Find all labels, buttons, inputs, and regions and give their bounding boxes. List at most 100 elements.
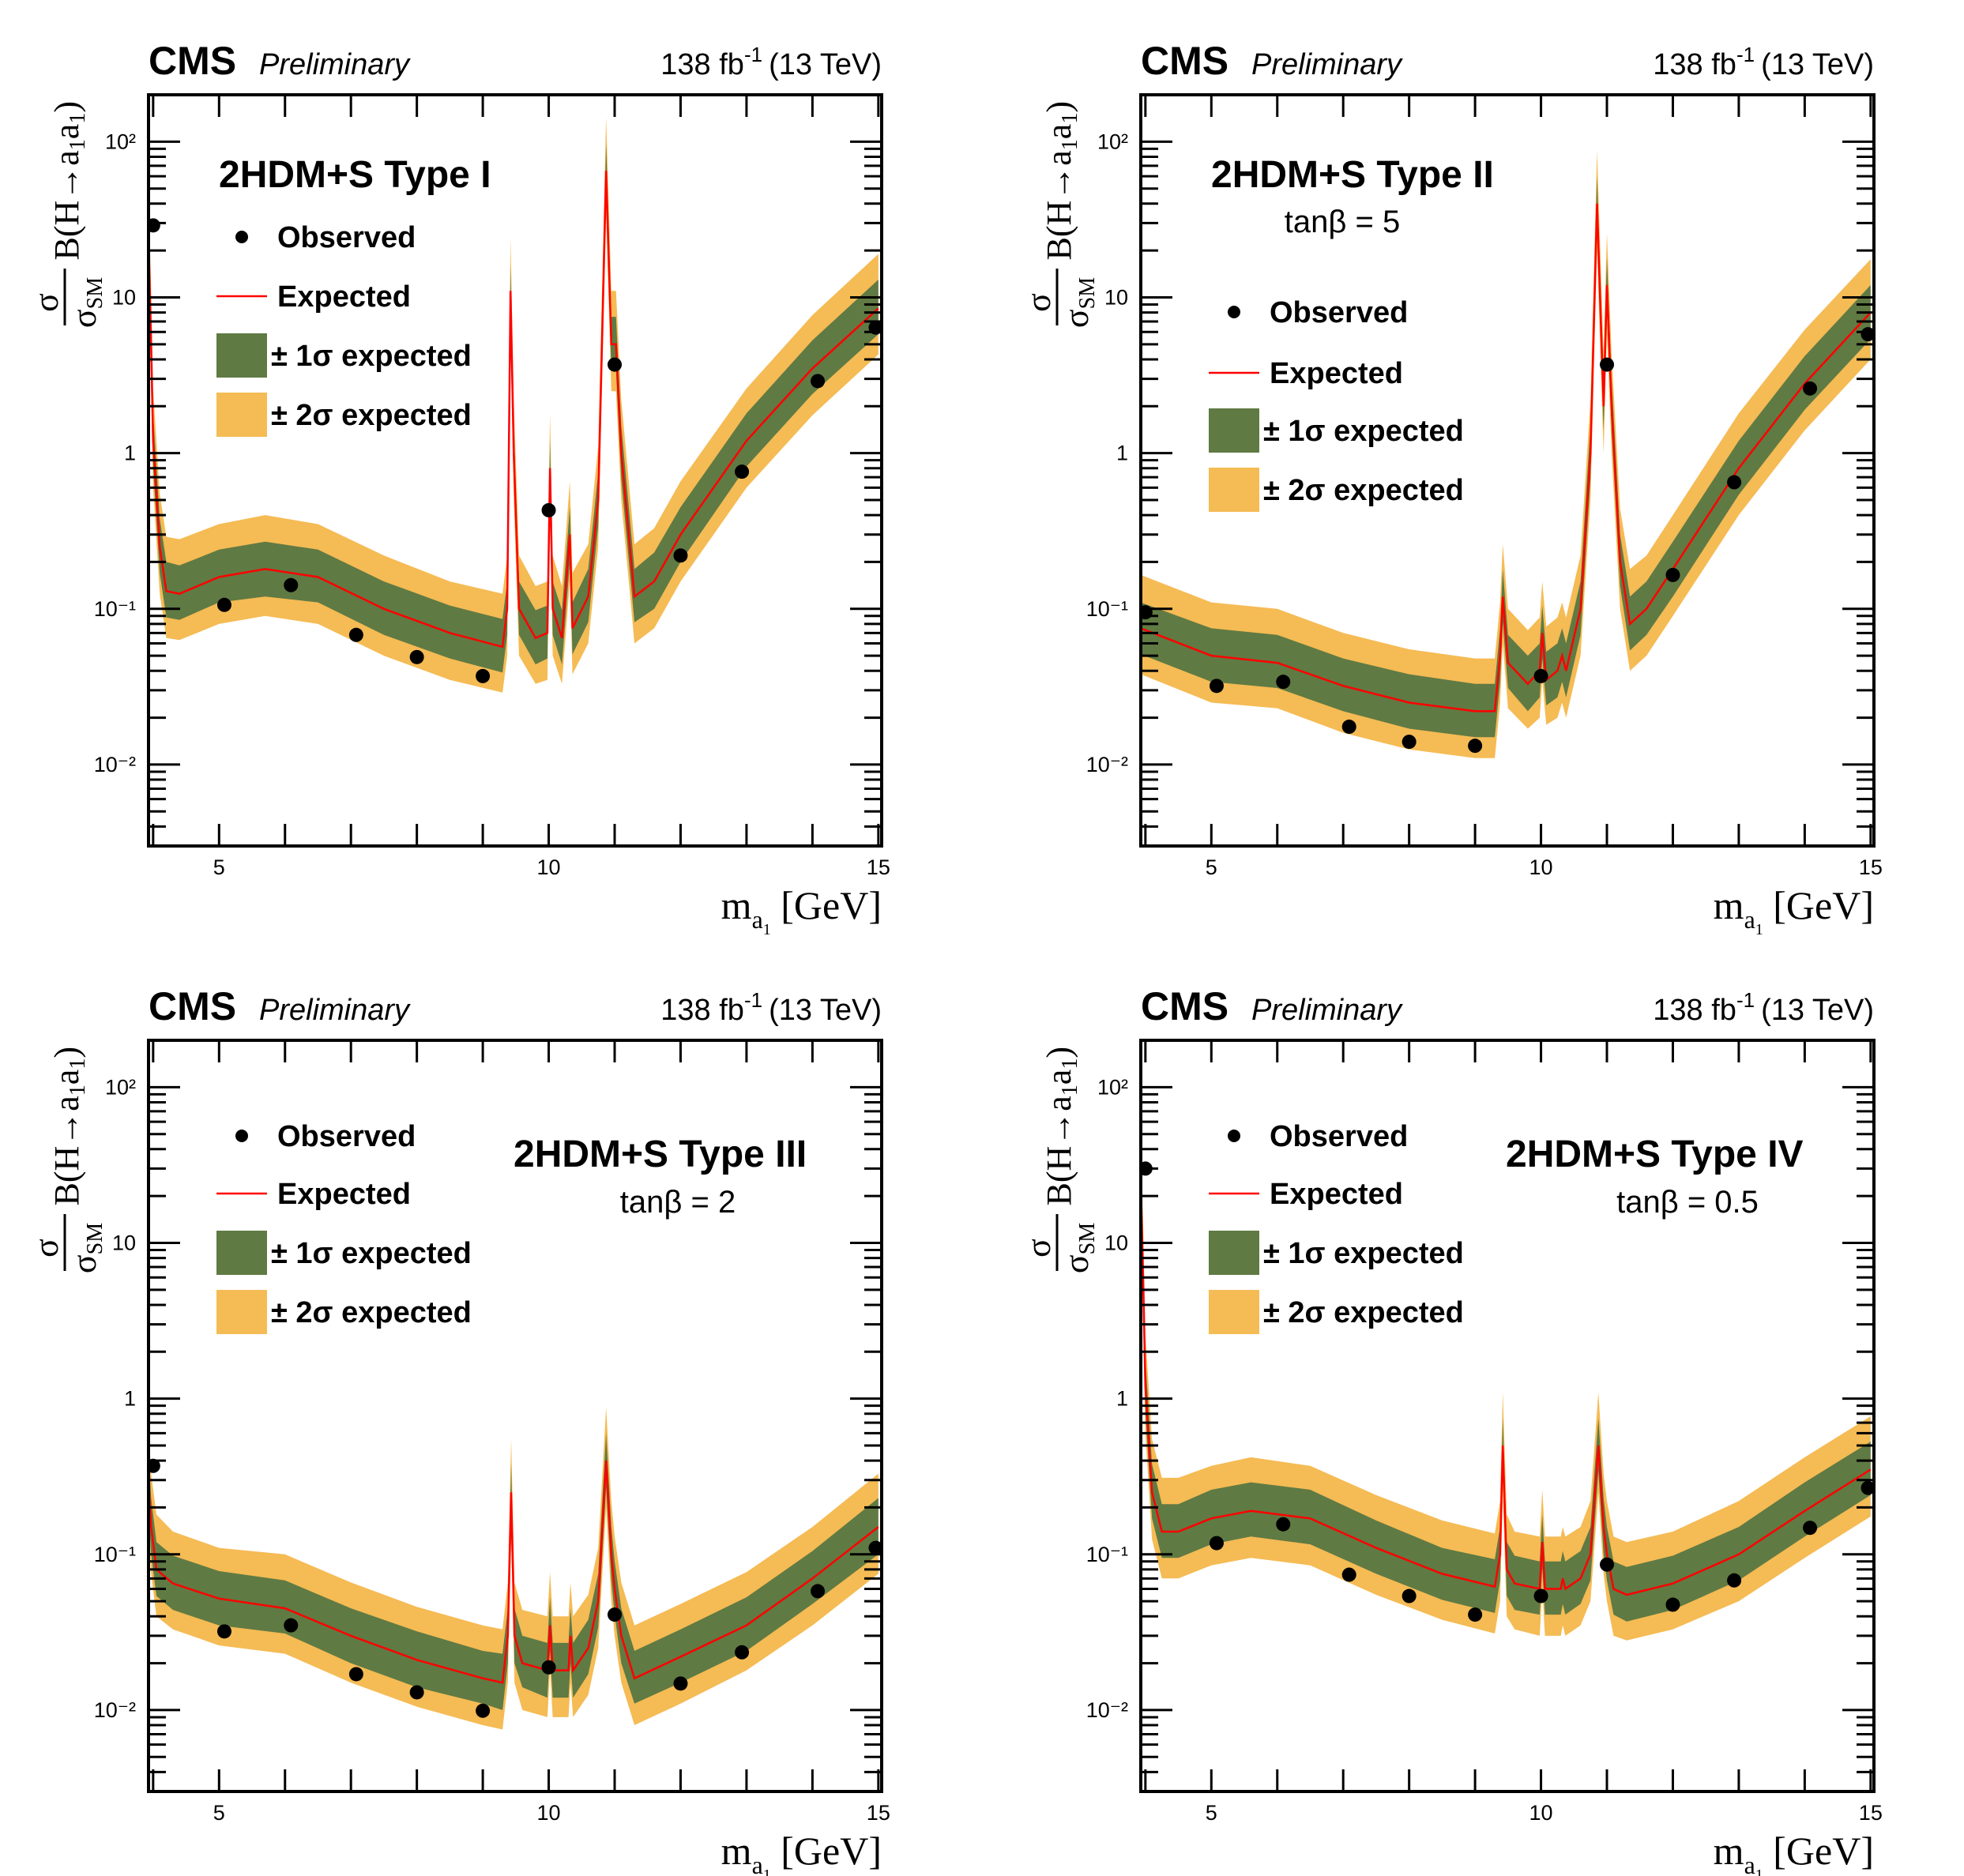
legend-1sigma-label: ± 1σ expected [1263,1237,1464,1270]
x-tick-label: 15 [867,855,890,879]
observed-point [1276,1517,1291,1532]
legend-2sigma-swatch [216,1290,267,1334]
y-label-part: a [47,1070,86,1085]
x-tick-label: 5 [1206,855,1217,879]
x-label-main: m [721,883,752,927]
y-label-denominator: σSM [1057,277,1100,328]
x-axis-label: ma1 [GeV] [721,883,882,938]
legend-2sigma-label: ± 2σ expected [1263,474,1464,507]
observed-point [1402,1588,1417,1603]
band-1sigma [1141,176,1871,738]
y-label-text: B(H→a1a1) [1040,101,1082,261]
lumi-unit-superscript: -1 [744,43,762,66]
y-tick-label: 10² [1097,130,1128,153]
observed-point [284,1618,299,1633]
expected-line [1141,1180,1872,1596]
observed-point [1665,1597,1680,1612]
observed-point [1600,1557,1615,1572]
observed-point [1341,720,1356,735]
x-axis-label: ma1 [GeV] [721,1829,882,1876]
y-label-part: ) [1040,1047,1078,1058]
y-label-denominator: σSM [65,1223,107,1273]
y-label-den-sub: SM [83,1223,107,1255]
legend-1sigma-label: ± 1σ expected [271,1237,472,1270]
luminosity-label: 138 fb-1 (13 TeV) [660,43,882,81]
observed-point [284,577,299,592]
x-tick-label: 10 [537,855,561,879]
lumi-unit-superscript: -1 [1736,43,1755,66]
legend: Observed Expected ± 1σ expected ± 2σ expect… [1209,296,1464,512]
y-label-den-main: σ [65,1254,103,1273]
expected-line [149,171,879,649]
chart-title: 2HDM+S Type III [514,1133,807,1175]
observed-point [811,1584,826,1599]
plot-frame [147,93,883,848]
y-label-den-main: σ [1057,309,1096,328]
y-label-part: B(H→a [1040,1096,1078,1205]
y-label-sub: 1 [1058,113,1082,124]
legend-2sigma-swatch [1209,1290,1259,1334]
observed-point [868,1540,882,1555]
cms-label: CMS [1141,39,1228,83]
observed-point [348,1667,363,1682]
cms-label: CMS [149,984,236,1028]
y-label-den-sub: SM [1075,277,1100,310]
x-label-unit: [GeV] [771,1829,882,1873]
observed-point [1402,735,1417,750]
observed-point [348,627,363,642]
legend-observed-marker [1228,1130,1240,1142]
y-label-numerator: σ [27,293,66,312]
observed-point [1727,475,1742,490]
y-tick-label: 10⁻² [94,753,136,776]
x-tick-label: 5 [213,855,225,879]
energy-label: (13 TeV) [1761,48,1874,81]
legend-1sigma-swatch [1209,1231,1259,1275]
plot-frame [1139,1039,1876,1793]
y-tick-label: 10⁻¹ [94,597,136,621]
chart-subtitle: tanβ = 5 [1285,205,1400,239]
lumi-unit-superscript: -1 [1736,988,1755,1012]
y-label-sub: 1 [66,139,90,150]
y-label-numerator: σ [27,1239,66,1258]
y-tick-label: 1 [1116,442,1128,465]
y-label-text: B(H→a1a1) [1040,1047,1082,1206]
observed-point [541,1660,556,1675]
cms-label: CMS [1141,984,1228,1028]
lumi-value: 138 fb [1653,48,1736,81]
x-tick-label: 10 [1529,855,1553,879]
lumi-value: 138 fb [1653,994,1736,1027]
plot-frame [1139,93,1876,848]
y-tick-label: 10² [105,1075,136,1099]
x-tick-label: 10 [1529,1801,1553,1825]
y-label-part: B(H→a [1040,150,1078,260]
x-tick-label: 15 [1859,855,1883,879]
x-label-subsub: 1 [1755,1867,1763,1876]
y-tick-label: 10⁻¹ [1086,597,1128,621]
observed-point [1803,381,1818,396]
plot-area [149,117,882,693]
x-tick-label: 5 [1206,1801,1217,1825]
legend-2sigma-swatch [216,393,267,437]
observed-point [1209,679,1224,694]
legend-expected-label: Expected [277,1178,411,1211]
y-label-part: B(H→a [47,150,86,260]
y-tick-label: 1 [1116,1387,1128,1411]
observed-point [735,1645,750,1660]
energy-label: (13 TeV) [769,994,882,1027]
legend-observed-label: Observed [277,1120,416,1153]
chart-title: 2HDM+S Type I [219,154,491,196]
y-tick-label: 10² [1097,1075,1128,1099]
y-tick-label: 10 [112,285,136,309]
observed-point [811,374,826,389]
x-label-unit: [GeV] [1763,883,1874,927]
plot-area [1141,150,1874,758]
x-label-sub: a [752,1851,763,1876]
y-label-part: a [47,124,86,140]
plot-area [1141,1127,1874,1641]
preliminary-label: Preliminary [1251,48,1403,81]
y-label-sub: 1 [1058,1085,1082,1096]
chart-panel-4: 5 10 15 10² 10 1 10⁻¹ 10⁻² CMS Preliminary 138 fb-… [1019,984,1883,1876]
observed-point [149,218,160,233]
